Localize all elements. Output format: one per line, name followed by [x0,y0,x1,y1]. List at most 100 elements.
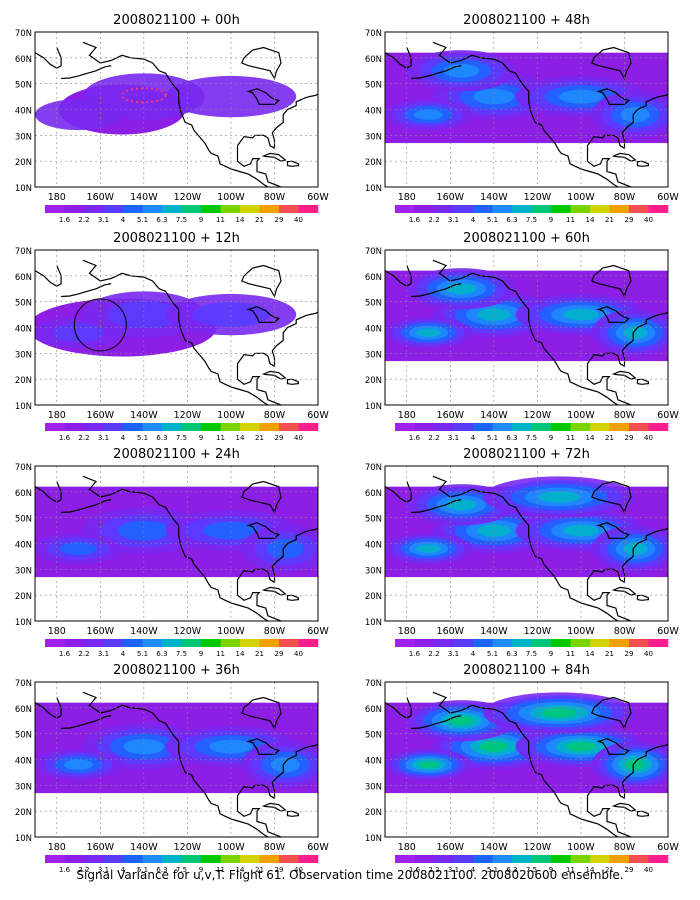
colorbar-label: 4 [121,650,126,658]
colorbar-label: 1.6 [59,866,71,874]
colorbar-swatch [434,855,454,863]
panel-title: 2008021100 + 24h [113,447,240,462]
lat-tick-label: 10N [365,402,382,412]
flight-track-marker [120,87,167,104]
signal-contour [418,761,439,769]
signal-contour [117,520,170,541]
colorbar-swatch [259,639,280,647]
colorbar-label: 14 [236,866,245,874]
colorbar-swatch [629,205,649,213]
colorbar-swatch [45,423,65,431]
colorbar-label: 4 [471,216,476,224]
colorbar-swatch [64,639,85,647]
signal-contour [414,109,444,120]
colorbar-label: 9 [199,216,203,224]
colorbar-swatch [492,423,513,431]
lat-tick-label: 20N [15,592,32,602]
colorbar: 1.6 2.2 3.1 4 5.1 6.3 7.5 9 11 14 21 29 40 [45,855,319,874]
colorbar-swatch [434,205,454,213]
colorbar-swatch [84,855,104,863]
colorbar-swatch [201,205,221,213]
colorbar-label: 5.1 [487,434,498,442]
colorbar-label: 3.1 [448,434,459,442]
map-frame [34,465,319,622]
lon-tick-label: 180 [48,192,66,203]
signal-contour [559,89,603,104]
colorbar-label: 4 [471,434,476,442]
colorbar: 1.6 2.2 3.1 4 5.1 6.3 7.5 9 11 14 21 29 40 [45,639,319,658]
colorbar-swatch [629,855,649,863]
lat-tick-label: 40N [15,757,32,767]
lon-tick-label: 60W [307,410,329,421]
lon-tick-label: 120W [524,842,552,853]
panel-title: 2008021100 + 60h [463,231,590,246]
signal-contour [477,524,511,537]
colorbar-swatch [414,855,435,863]
colorbar-swatch [162,423,182,431]
lat-tick-label: 10N [15,184,32,194]
colorbar-label: 9 [549,866,553,874]
signal-contour [35,99,123,131]
colorbar-swatch [298,423,319,431]
lon-tick-label: 120W [174,626,202,637]
lon-tick-label: 60W [307,626,329,637]
colorbar-label: 7.5 [526,650,537,658]
colorbar-label: 5.1 [137,434,148,442]
signal-contour [107,300,181,329]
colorbar-label: 29 [625,216,634,224]
lon-tick-label: 80W [264,842,286,853]
colorbar-label: 7.5 [176,434,187,442]
lon-tick-label: 60W [307,842,329,853]
lat-tick-label: 60N [15,273,32,283]
colorbar-label: 4 [471,866,476,874]
colorbar-label: 6.3 [506,434,517,442]
lat-tick-label: 30N [15,566,32,576]
lon-tick-label: 120W [524,410,552,421]
colorbar-swatch [259,855,280,863]
signal-contour [416,544,441,553]
variance-field [385,250,668,405]
colorbar-swatch [103,639,124,647]
lat-tick-label: 60N [15,705,32,715]
colorbar-swatch [395,205,415,213]
signal-contour [443,63,480,78]
colorbar-label: 5.1 [487,650,498,658]
colorbar-swatch [142,423,163,431]
colorbar-swatch [298,205,319,213]
map-frame [34,31,319,188]
colorbar-swatch [570,423,591,431]
panel-title: 2008021100 + 72h [463,447,590,462]
colorbar-label: 4 [121,434,126,442]
colorbar-label: 14 [586,216,595,224]
lat-tick-label: 20N [365,376,382,386]
colorbar-label: 14 [586,434,595,442]
colorbar-swatch [609,423,630,431]
variance-field [35,250,318,405]
colorbar-swatch [181,205,202,213]
colorbar-label: 2.2 [428,866,439,874]
colorbar-label: 21 [255,216,264,224]
colorbar-label: 2.2 [78,866,89,874]
lon-tick-label: 160W [87,192,115,203]
lon-tick-label: 120W [524,192,552,203]
lon-tick-label: 180 [398,842,416,853]
lon-tick-label: 120W [174,192,202,203]
colorbar-label: 2.2 [78,434,89,442]
colorbar-swatch [414,639,435,647]
colorbar-swatch [162,639,182,647]
colorbar-swatch [240,205,260,213]
lon-tick-label: 160W [87,626,115,637]
colorbar-label: 3.1 [98,650,109,658]
colorbar-swatch [298,639,319,647]
signal-contour [563,308,599,321]
lat-tick-label: 20N [365,158,382,168]
colorbar-swatch [648,423,669,431]
colorbar-swatch [220,855,241,863]
colorbar-label: 1.6 [409,434,421,442]
lon-tick-label: 140W [480,192,508,203]
colorbar-swatch [142,855,163,863]
colorbar-swatch [551,423,571,431]
colorbar-label: 14 [586,650,595,658]
colorbar-swatch [531,205,552,213]
colorbar-label: 29 [625,866,634,874]
